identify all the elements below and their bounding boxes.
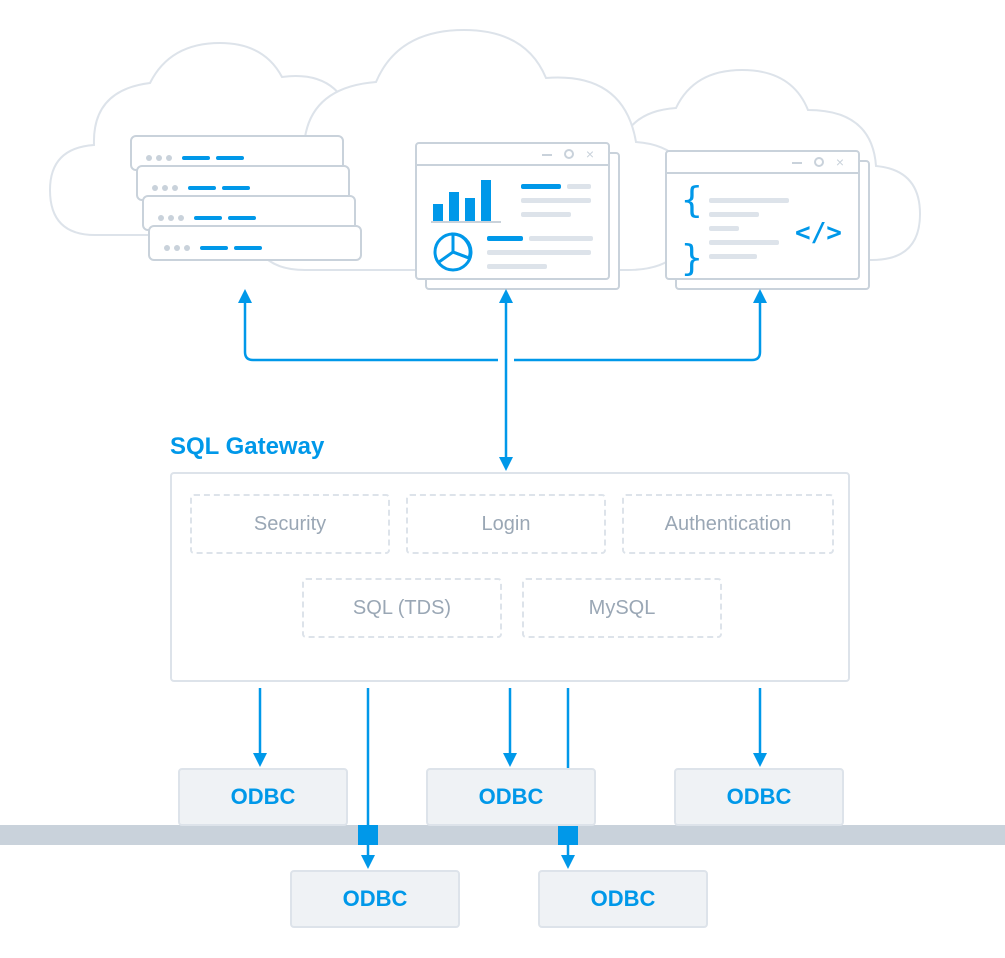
bus-notch xyxy=(558,825,578,845)
gateway-box: Security Login Authentication SQL (TDS) … xyxy=(170,472,850,682)
gateway-mysql: MySQL xyxy=(522,578,722,638)
servers-icon xyxy=(130,135,360,270)
gateway-sqltds: SQL (TDS) xyxy=(302,578,502,638)
analytics-window-icon: × xyxy=(415,142,610,280)
gateway-auth: Authentication xyxy=(622,494,834,554)
odbc-box: ODBC xyxy=(426,768,596,826)
gateway-login: Login xyxy=(406,494,606,554)
gateway-title: SQL Gateway xyxy=(170,433,324,461)
bus-bar xyxy=(0,825,1005,845)
code-window-icon: × { } </> xyxy=(665,150,860,280)
bus-notch xyxy=(358,825,378,845)
odbc-box: ODBC xyxy=(290,870,460,928)
gateway-security: Security xyxy=(190,494,390,554)
odbc-box: ODBC xyxy=(674,768,844,826)
odbc-box: ODBC xyxy=(538,870,708,928)
odbc-box: ODBC xyxy=(178,768,348,826)
